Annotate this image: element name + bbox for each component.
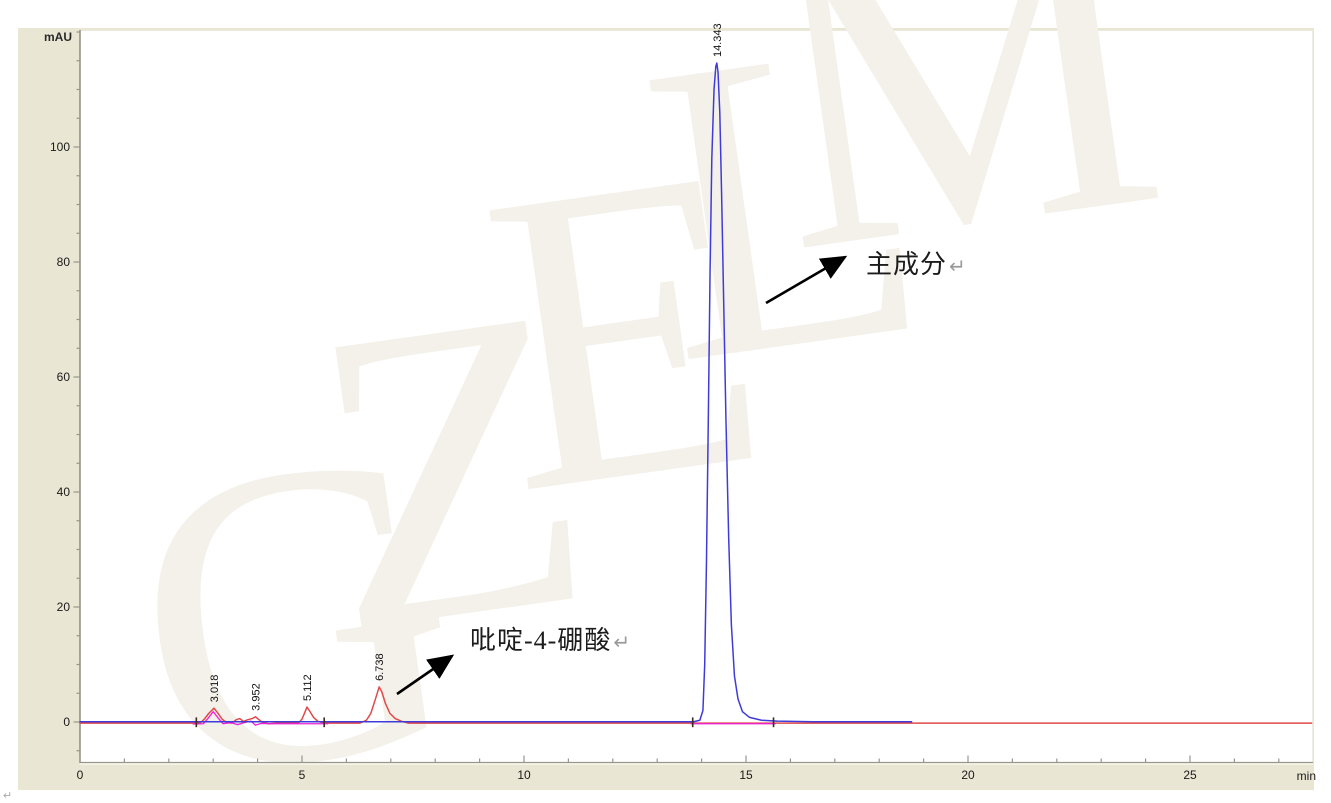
peak-rt-label: 14.343 bbox=[712, 23, 724, 57]
x-tick-label: 20 bbox=[961, 768, 975, 782]
y-tick-label: 0 bbox=[63, 715, 70, 729]
series-main-trace bbox=[79, 62, 913, 723]
x-tick-label: 0 bbox=[77, 768, 84, 782]
y-tick-label: 80 bbox=[57, 255, 71, 269]
annotation-arrow bbox=[396, 654, 455, 696]
annotation-main-component: 主成分 ↵ bbox=[866, 244, 967, 281]
series-impurity-trace bbox=[79, 686, 1313, 725]
x-axis-unit: min bbox=[1297, 769, 1316, 783]
annotation-text: 主成分 bbox=[866, 250, 948, 279]
annotation-text: 吡啶-4-硼酸 bbox=[470, 626, 612, 655]
y-axis-unit: mAU bbox=[44, 30, 72, 44]
axes: 0 5 10 15 20 25 min 0 20 40 60 80 100 mAU bbox=[44, 30, 1316, 783]
return-mark-icon: ↵ bbox=[613, 632, 632, 654]
x-tick-label: 10 bbox=[517, 768, 531, 782]
series-reference-trace bbox=[192, 711, 329, 726]
plot-area bbox=[80, 30, 1313, 763]
y-tick-label: 60 bbox=[57, 370, 71, 384]
y-tick-label: 100 bbox=[50, 140, 70, 154]
peak-rt-label: 6.738 bbox=[374, 653, 386, 681]
return-mark-icon: ↵ bbox=[949, 256, 967, 278]
y-tick-label: 40 bbox=[57, 485, 71, 499]
page-paragraph-mark: ↵ bbox=[3, 790, 13, 802]
peak-rt-label: 3.952 bbox=[250, 683, 262, 711]
peak-rt-label: 3.018 bbox=[209, 675, 221, 703]
annotation-arrow bbox=[765, 255, 848, 305]
x-tick-label: 15 bbox=[739, 768, 753, 782]
x-tick-label: 25 bbox=[1183, 768, 1197, 782]
peak-rt-label: 5.112 bbox=[302, 674, 314, 701]
annotation-pyridine-4-boronic-acid: 吡啶-4-硼酸 ↵ bbox=[470, 620, 631, 657]
x-tick-label: 5 bbox=[299, 768, 306, 782]
y-tick-label: 20 bbox=[57, 600, 71, 614]
